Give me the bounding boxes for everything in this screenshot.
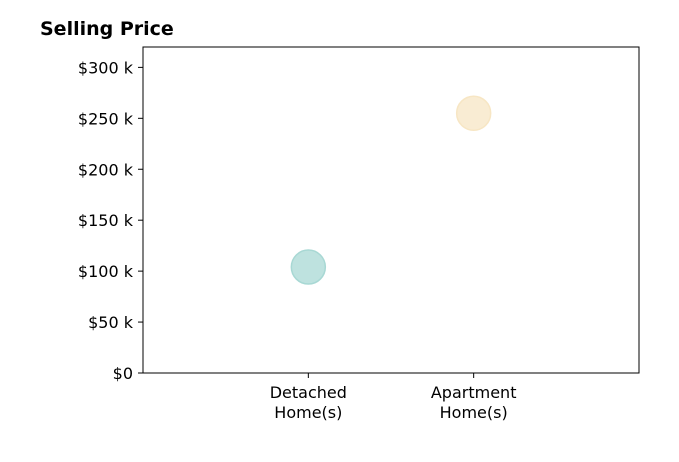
y-tick-label: $200 k xyxy=(78,160,134,179)
chart-title: Selling Price xyxy=(40,18,174,40)
x-tick-label: Detached Home(s) xyxy=(270,383,347,422)
y-tick-label: $250 k xyxy=(78,109,134,128)
data-point xyxy=(290,249,327,285)
y-axis: $0 $50 k $100 k $150 k $200 k $250 k $300 k xyxy=(78,58,143,383)
y-tick-label: $50 k xyxy=(88,313,134,332)
data-point xyxy=(455,95,492,131)
x-axis: Detached Home(s) Apartment Home(s) xyxy=(270,373,517,422)
plot-area-frame xyxy=(142,46,640,374)
data-points xyxy=(290,95,492,285)
x-tick-label: Apartment Home(s) xyxy=(431,383,517,422)
y-tick-label: $150 k xyxy=(78,211,134,230)
y-tick-label: $100 k xyxy=(78,262,134,281)
y-tick-label: $0 xyxy=(113,364,133,383)
y-tick-label: $300 k xyxy=(78,58,134,77)
